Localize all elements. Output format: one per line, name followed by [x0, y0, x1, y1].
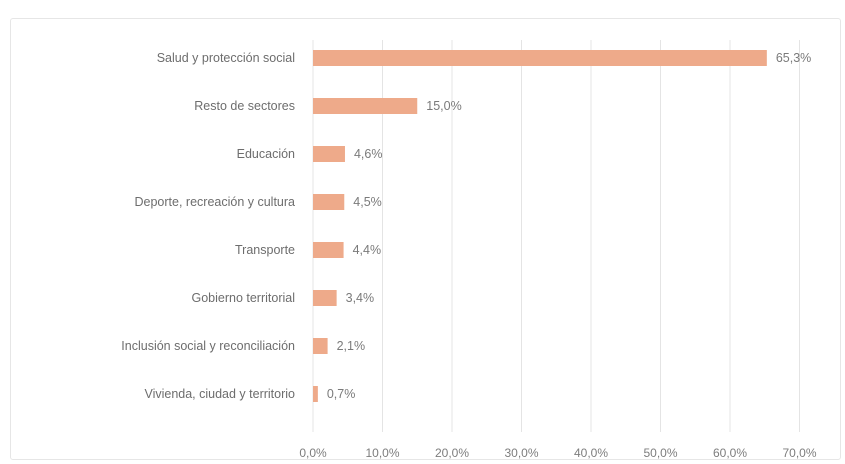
category-label: Resto de sectores — [194, 99, 295, 113]
x-tick-label: 30,0% — [504, 446, 538, 460]
bar — [313, 290, 337, 306]
data-label: 4,5% — [353, 195, 382, 209]
bar — [313, 242, 344, 258]
bar — [313, 386, 318, 402]
x-tick-label: 0,0% — [299, 446, 327, 460]
category-label: Gobierno territorial — [191, 291, 295, 305]
category-label: Deporte, recreación y cultura — [135, 195, 296, 209]
x-tick-label: 70,0% — [782, 446, 816, 460]
category-label: Inclusión social y reconciliación — [121, 339, 295, 353]
data-label: 15,0% — [426, 99, 461, 113]
bar — [313, 194, 345, 210]
chart-frame — [10, 18, 841, 460]
category-label: Vivienda, ciudad y territorio — [144, 387, 295, 401]
bar — [313, 146, 345, 162]
x-tick-label: 40,0% — [574, 446, 608, 460]
category-label: Transporte — [235, 243, 295, 257]
data-label: 3,4% — [346, 291, 375, 305]
bar — [313, 98, 418, 114]
bar — [313, 50, 767, 66]
data-label: 2,1% — [337, 339, 366, 353]
data-label: 65,3% — [776, 51, 811, 65]
x-tick-label: 60,0% — [713, 446, 747, 460]
data-label: 4,6% — [354, 147, 383, 161]
category-label: Salud y protección social — [157, 51, 295, 65]
x-tick-label: 20,0% — [435, 446, 469, 460]
x-tick-label: 10,0% — [365, 446, 399, 460]
category-label: Educación — [237, 147, 295, 161]
bar — [313, 338, 328, 354]
data-label: 4,4% — [353, 243, 382, 257]
data-label: 0,7% — [327, 387, 356, 401]
x-tick-label: 50,0% — [643, 446, 677, 460]
